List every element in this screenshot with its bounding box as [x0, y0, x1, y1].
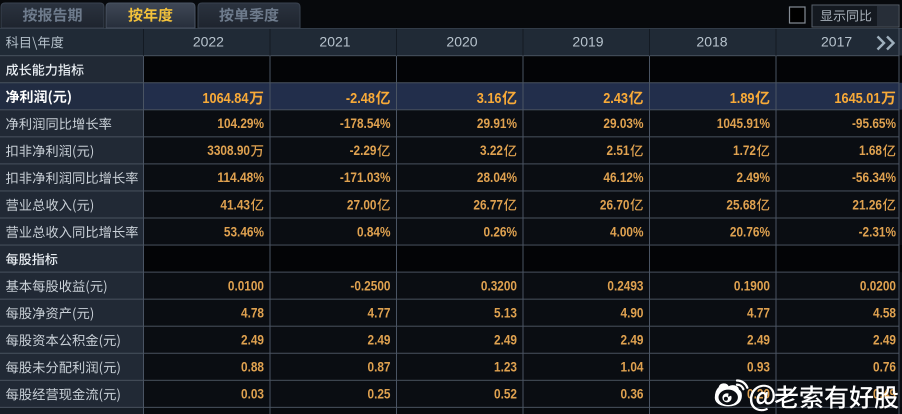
svg-text:114.48%: 114.48%	[217, 170, 264, 185]
svg-text:29.91%: 29.91%	[477, 116, 517, 131]
svg-text:4.58: 4.58	[873, 305, 896, 320]
svg-text:0.0100: 0.0100	[228, 278, 264, 293]
svg-text:-95.65%: -95.65%	[852, 116, 896, 131]
svg-text:2018: 2018	[696, 34, 727, 50]
svg-text:0.25: 0.25	[368, 387, 391, 402]
svg-text:2.43: 2.43	[603, 90, 628, 107]
svg-text:-171.03%: -171.03%	[340, 170, 391, 185]
svg-text:3.16: 3.16	[477, 90, 502, 107]
svg-text:3308.90: 3308.90	[207, 143, 250, 158]
svg-text:4.00%: 4.00%	[610, 224, 644, 239]
svg-text:0.88: 0.88	[241, 360, 264, 375]
svg-text:2.49: 2.49	[747, 333, 770, 348]
svg-text:104.29%: 104.29%	[217, 116, 264, 131]
svg-text:53.46%: 53.46%	[224, 224, 264, 239]
svg-text:28.04%: 28.04%	[477, 170, 517, 185]
svg-text:-0.2500: -0.2500	[350, 278, 390, 293]
svg-text:0.26%: 0.26%	[484, 224, 518, 239]
svg-text:0.52: 0.52	[494, 387, 517, 402]
svg-text:-2.31%: -2.31%	[859, 224, 896, 239]
svg-text:2022: 2022	[193, 34, 224, 50]
svg-text:1.89: 1.89	[730, 90, 755, 107]
svg-text:29.03%: 29.03%	[603, 116, 643, 131]
svg-text:4.77: 4.77	[368, 305, 391, 320]
svg-text:1.04: 1.04	[621, 360, 644, 375]
svg-text:1.23: 1.23	[494, 360, 517, 375]
svg-text:4.78: 4.78	[241, 305, 264, 320]
svg-text:2.49: 2.49	[494, 333, 517, 348]
svg-text:26.70: 26.70	[600, 197, 630, 212]
svg-text:2.49: 2.49	[241, 333, 264, 348]
svg-text:2020: 2020	[446, 34, 477, 50]
svg-text:20.76%: 20.76%	[730, 224, 770, 239]
svg-text:21.26: 21.26	[852, 197, 882, 212]
svg-text:0.2493: 0.2493	[607, 278, 644, 293]
svg-text:27.00: 27.00	[347, 197, 377, 212]
svg-text:2019: 2019	[572, 34, 603, 50]
svg-text:5.13: 5.13	[494, 305, 517, 320]
svg-text:41.43: 41.43	[220, 197, 250, 212]
svg-text:-178.54%: -178.54%	[340, 116, 391, 131]
svg-text:46.12%: 46.12%	[603, 170, 643, 185]
svg-text:1645.01: 1645.01	[834, 90, 880, 107]
svg-text:0.1900: 0.1900	[734, 278, 770, 293]
svg-text:1064.84: 1064.84	[202, 90, 249, 107]
svg-text:0.0200: 0.0200	[860, 278, 896, 293]
svg-text:25.68: 25.68	[726, 197, 756, 212]
svg-text:2.49: 2.49	[873, 333, 896, 348]
svg-text:2.49%: 2.49%	[737, 170, 771, 185]
svg-text:3.22: 3.22	[480, 143, 503, 158]
svg-text:0.87: 0.87	[368, 360, 391, 375]
svg-text:-2.29: -2.29	[350, 143, 377, 158]
svg-text:1.68: 1.68	[859, 143, 882, 158]
svg-text:2.49: 2.49	[621, 333, 644, 348]
svg-text:0.03: 0.03	[241, 387, 264, 402]
svg-text:2021: 2021	[319, 34, 350, 50]
svg-text:0.3200: 0.3200	[481, 278, 517, 293]
svg-text:4.90: 4.90	[621, 305, 644, 320]
svg-text:-56.34%: -56.34%	[852, 170, 896, 185]
svg-text:-2.48: -2.48	[346, 90, 375, 107]
svg-text:1.72: 1.72	[733, 143, 756, 158]
svg-text:2.51: 2.51	[607, 143, 630, 158]
svg-text:26.77: 26.77	[473, 197, 503, 212]
svg-text:4.77: 4.77	[747, 305, 770, 320]
svg-text:0.76: 0.76	[873, 360, 896, 375]
svg-text:0.93: 0.93	[747, 360, 770, 375]
svg-text:2.49: 2.49	[368, 333, 391, 348]
svg-text:0.36: 0.36	[621, 387, 644, 402]
svg-text:2017: 2017	[821, 34, 852, 50]
svg-text:0.84%: 0.84%	[357, 224, 391, 239]
svg-text:1045.91%: 1045.91%	[717, 116, 770, 131]
